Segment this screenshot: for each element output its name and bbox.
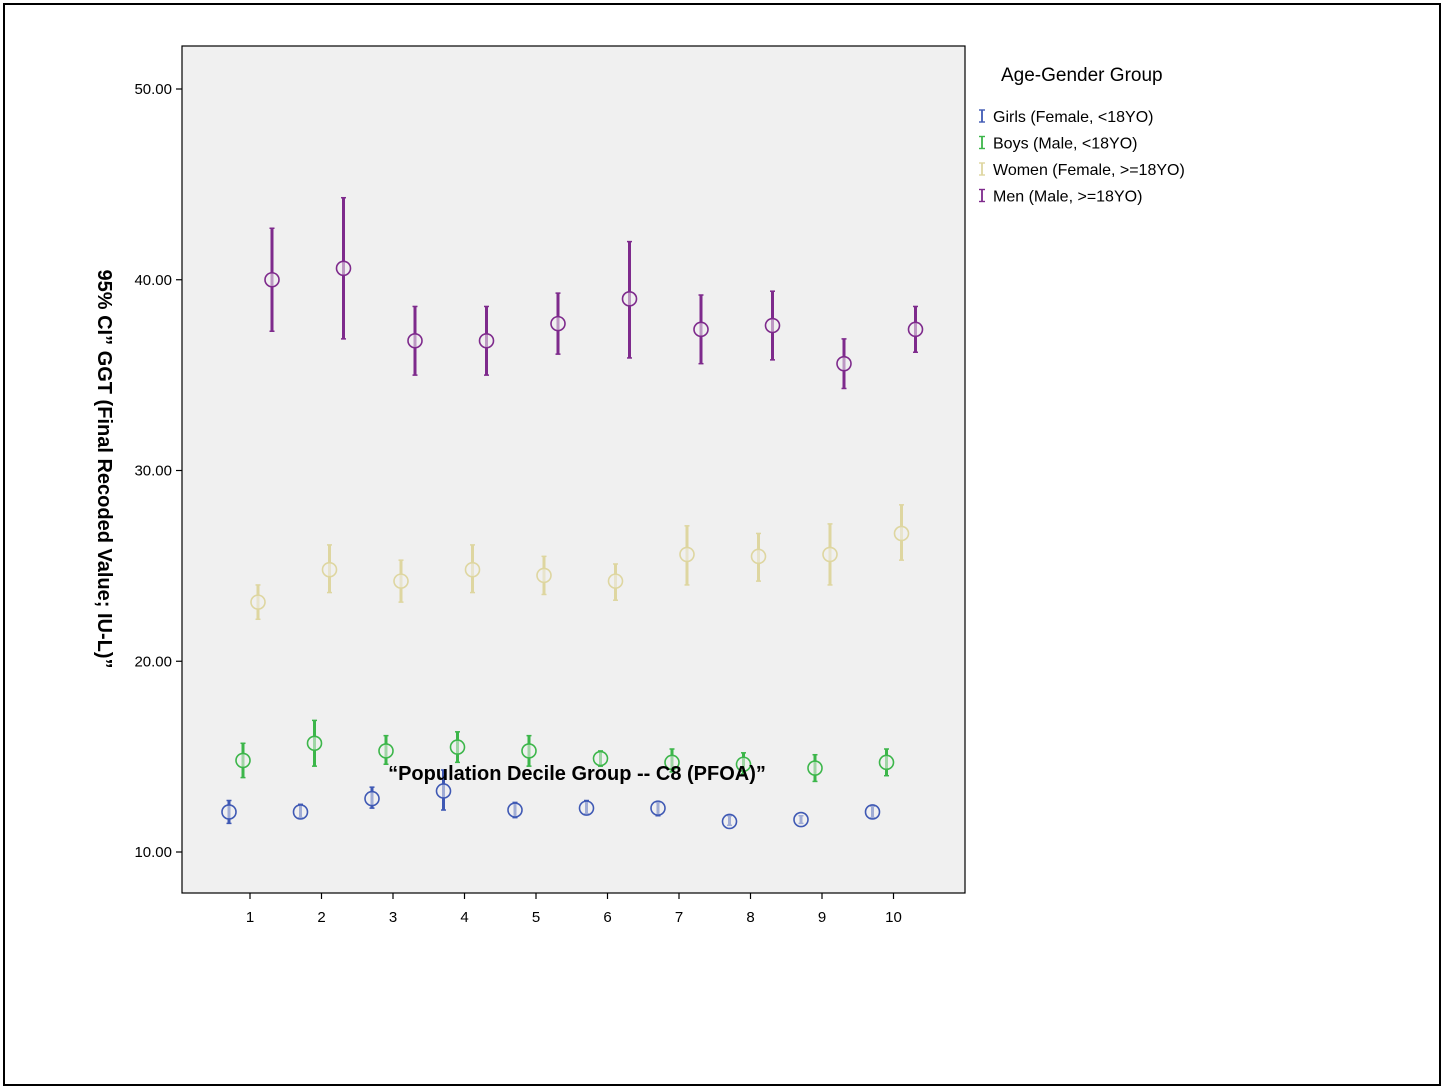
mean-marker [679, 546, 695, 563]
mean-marker [550, 315, 566, 332]
mean-marker [364, 790, 380, 807]
plot-area [181, 45, 966, 894]
mean-marker [907, 321, 924, 338]
mean-marker [607, 573, 624, 589]
mean-marker [764, 317, 781, 334]
mean-marker [335, 260, 352, 277]
mean-marker [449, 739, 466, 755]
legend-entry: Boys (Male, <18YO) [979, 136, 1138, 153]
legend-entry: Men (Male, >=18YO) [979, 189, 1142, 206]
legend-label: Women (Female, >=18YO) [993, 162, 1185, 179]
mean-marker [478, 332, 495, 349]
mean-marker [592, 750, 609, 767]
mean-marker [693, 321, 709, 338]
mean-marker [807, 760, 823, 776]
mean-marker [578, 800, 595, 816]
y-tick-label: 10.00 [134, 844, 172, 861]
legend-entries: Girls (Female, <18YO) Boys (Male, <18YO) W… [979, 109, 1185, 206]
mean-marker [721, 813, 738, 830]
legend-label: Men (Male, >=18YO) [993, 189, 1142, 206]
mean-marker [221, 804, 237, 820]
x-tick-label: 2 [317, 909, 325, 926]
x-axis-title: “Population Decile Group -- C8 (PFOA)” [388, 763, 766, 785]
y-tick-label: 30.00 [134, 463, 172, 480]
mean-marker [621, 291, 638, 307]
mean-marker [306, 735, 323, 752]
legend: Age-Gender Group Girls (Female, <18YO) Bo… [979, 65, 1185, 206]
mean-marker [893, 525, 910, 542]
x-tick-label: 1 [246, 909, 254, 926]
mean-marker [650, 800, 666, 816]
mean-marker [435, 783, 452, 799]
series-3 [250, 504, 910, 621]
mean-marker [536, 567, 552, 584]
y-axis-title: 95% CI” GGT (Final Recoded Value; IU-L)” [93, 270, 115, 669]
mean-marker [407, 332, 423, 349]
mean-marker [735, 756, 752, 773]
x-axis: 1 2 3 4 5 6 7 8 9 10 [246, 893, 902, 926]
mean-marker [664, 754, 680, 771]
legend-entry: Women (Female, >=18YO) [979, 162, 1185, 179]
mean-marker [292, 804, 309, 820]
x-tick-label: 9 [818, 909, 826, 926]
legend-label: Girls (Female, <18YO) [993, 109, 1153, 126]
mean-marker [321, 561, 338, 578]
x-tick-label: 8 [746, 909, 754, 926]
legend-entry: Girls (Female, <18YO) [979, 109, 1153, 126]
mean-marker [378, 743, 394, 759]
x-tick-label: 10 [885, 909, 902, 926]
mean-marker [836, 355, 852, 372]
x-tick-label: 4 [460, 909, 468, 926]
x-tick-label: 7 [675, 909, 683, 926]
mean-marker [878, 754, 895, 771]
mean-marker [264, 271, 280, 288]
x-tick-label: 5 [532, 909, 540, 926]
mean-marker [822, 546, 838, 563]
mean-marker [521, 743, 537, 759]
mean-marker [750, 548, 767, 565]
mean-marker [507, 802, 523, 818]
mean-marker [864, 804, 881, 820]
series-1 [221, 769, 881, 830]
series-2 [235, 719, 895, 783]
mean-marker [235, 752, 251, 769]
mean-marker [393, 573, 409, 589]
y-axis: 10.00 20.00 30.00 40.00 50.00 [134, 81, 182, 861]
x-tick-label: 3 [389, 909, 397, 926]
mean-marker [250, 594, 266, 610]
mean-marker [793, 811, 809, 828]
legend-label: Boys (Male, <18YO) [993, 136, 1138, 153]
y-tick-label: 50.00 [134, 81, 172, 98]
y-tick-label: 20.00 [134, 653, 172, 670]
series-layer [221, 196, 924, 830]
series-4 [264, 196, 924, 390]
legend-title: Age-Gender Group [1001, 65, 1163, 86]
y-tick-label: 40.00 [134, 272, 172, 289]
x-tick-label: 6 [603, 909, 611, 926]
mean-marker [464, 561, 481, 578]
